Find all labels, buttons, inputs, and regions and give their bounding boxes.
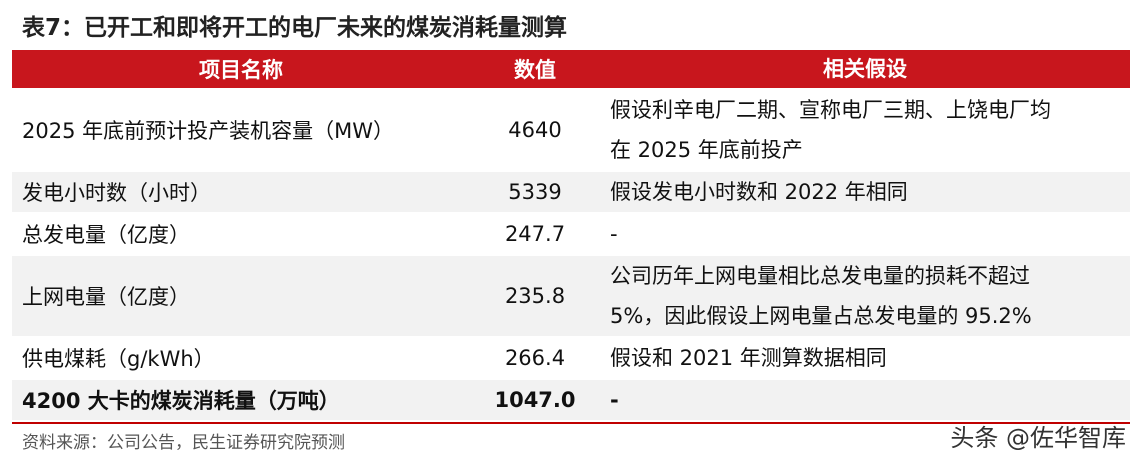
value-cell: 235.8 [504,284,566,308]
header-row: 项目名称 数值 相关假设 [12,50,1130,88]
value-cell: 4640 [508,118,562,142]
header-cell: 相关假设 [823,57,907,81]
assumption-cell: 假设和 2021 年测算数据相同 [600,338,1130,378]
title: 表7：已开工和即将开工的电厂未来的煤炭消耗量测算 [22,15,568,41]
source: 资料来源：公司公告，民生证券研究院预测 [22,433,345,453]
assumption-cell: - [600,214,1130,254]
table-row: 总发电量（亿度） 247.7 - [12,214,1130,254]
item-cell: 发电小时数（小时） [22,181,211,205]
assumption-cell: 公司历年上网电量相比总发电量的损耗不超过 5%，因此假设上网电量占总发电量的 95… [600,256,1130,336]
watermark: 头条 @佐华智库 [950,424,1126,452]
item-cell: 上网电量（亿度） [22,285,190,309]
assumption-line: 公司历年上网电量相比总发电量的损耗不超过 [610,264,1030,288]
assumption-cell: 假设利辛电厂二期、宣称电厂三期、上饶电厂均在 2025 年底前投产 [600,90,1130,170]
assumption-line: 在 2025 年底前投产 [610,138,803,162]
assumption-line: - [610,388,619,412]
assumption-line: 假设利辛电厂二期、宣称电厂三期、上饶电厂均 [610,98,1051,122]
assumption-line: 假设发电小时数和 2022 年相同 [610,180,908,204]
assumption-line: 假设和 2021 年测算数据相同 [610,346,887,370]
header-cell: 项目名称 [199,58,283,82]
header-cell: 数值 [514,58,556,82]
value-cell: 5339 [508,180,562,204]
value-cell: 247.7 [504,222,566,246]
item-cell: 4200 大卡的煤炭消耗量（万吨） [22,389,340,413]
item-cell: 2025 年底前预计投产装机容量（MW） [22,119,395,143]
table-row: 上网电量（亿度） 235.8 公司历年上网电量相比总发电量的损耗不超过 5%，因此假设… [12,256,1130,336]
assumption-line: 5%，因此假设上网电量占总发电量的 95.2% [610,304,1032,328]
assumption-cell: 假设发电小时数和 2022 年相同 [600,172,1130,212]
value-cell: 266.4 [504,346,566,370]
item-cell: 总发电量（亿度） [22,223,190,247]
table-row: 供电煤耗（g/kWh） 266.4 假设和 2021 年测算数据相同 [12,338,1130,378]
assumption-cell: - [600,380,1130,420]
table-row: 2025 年底前预计投产装机容量（MW） 4640 假设利辛电厂二期、宣称电厂三期、… [12,90,1130,170]
table-row: 发电小时数（小时） 5339 假设发电小时数和 2022 年相同 [12,172,1130,212]
value-cell: 1047.0 [494,388,576,412]
assumption-line: - [610,222,618,246]
table: 项目名称 数值 相关假设 2025 年底前预计投产装机容量（MW） 4640 假设利… [12,50,1130,424]
table-row: 4200 大卡的煤炭消耗量（万吨） 1047.0 - [12,380,1130,420]
item-cell: 供电煤耗（g/kWh） [22,347,215,371]
